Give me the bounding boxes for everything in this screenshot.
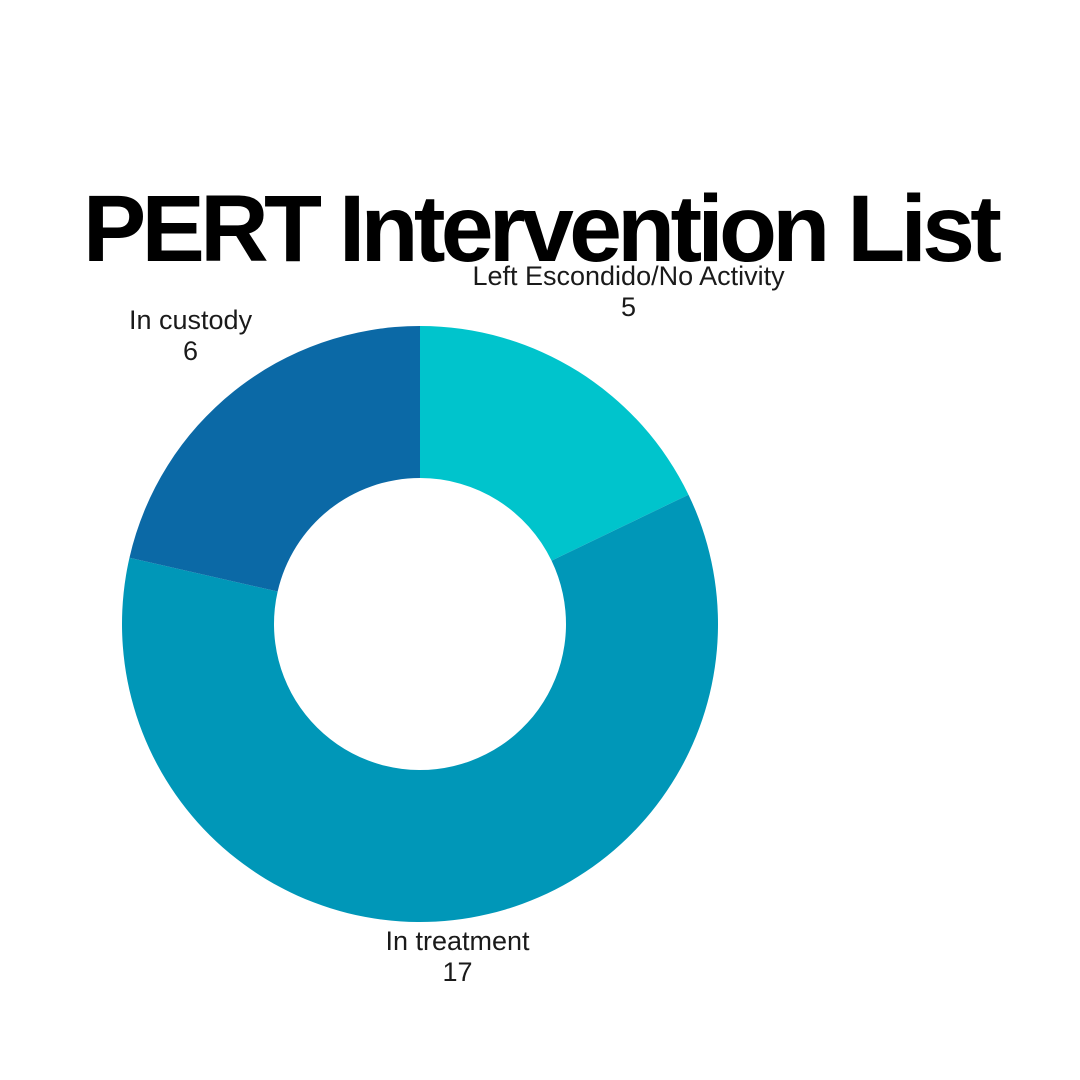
donut-slice-in-custody bbox=[129, 326, 420, 592]
donut-slice-in-treatment bbox=[122, 494, 719, 923]
chart-title: PERT Intervention List bbox=[82, 175, 1002, 282]
donut-slice-left-escondido-no-activity bbox=[420, 326, 689, 561]
